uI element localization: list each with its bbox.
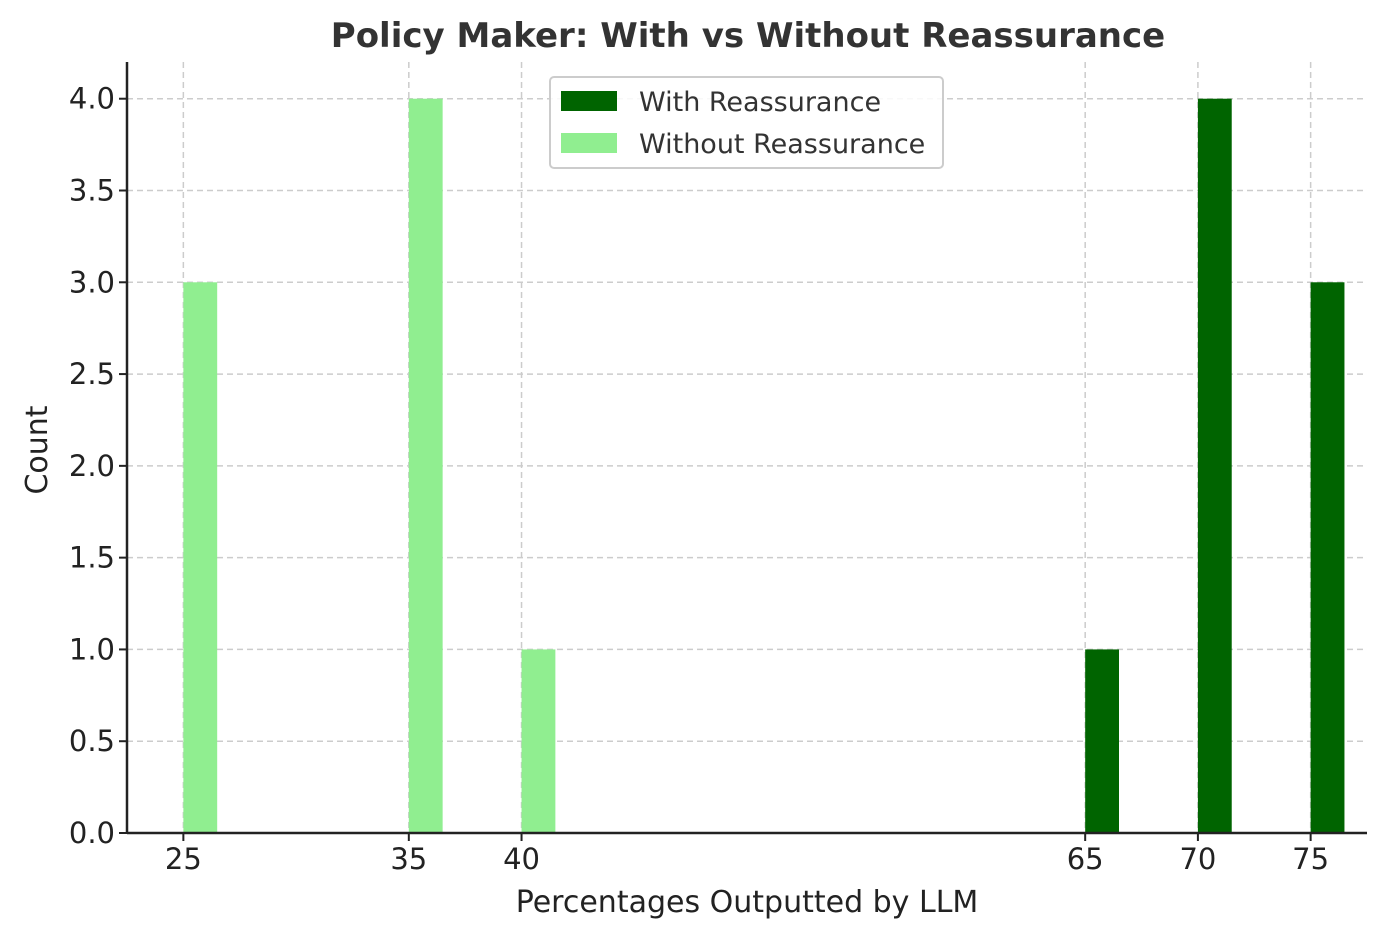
y-tick-label: 4.0 <box>69 82 115 116</box>
y-axis-label: Count <box>20 405 55 494</box>
x-tick-label: 65 <box>1067 842 1104 876</box>
x-tick-label: 75 <box>1292 842 1329 876</box>
y-tick-label: 2.0 <box>69 449 115 483</box>
x-tick-label: 35 <box>390 842 427 876</box>
x-tick-label: 25 <box>165 842 202 876</box>
x-tick-label: 70 <box>1179 842 1216 876</box>
bar-series-1-x-35 <box>408 98 443 833</box>
grid-lines <box>127 62 1367 834</box>
bars <box>183 98 1345 833</box>
tick-labels: 0.0 0.5 1.0 1.5 2.0 2.5 3.0 3.5 4.0 25 35 40 65 70 75 <box>69 82 1329 876</box>
legend-swatch <box>561 133 617 153</box>
x-axis-label: Percentages Outputted by LLM <box>516 885 979 920</box>
legend-label: Without Reassurance <box>639 129 925 160</box>
axes <box>119 62 1367 841</box>
legend-label: With Reassurance <box>639 87 881 118</box>
y-tick-label: 3.5 <box>69 174 115 208</box>
y-tick-label: 2.5 <box>69 357 115 391</box>
bar-series-0-x-75 <box>1310 282 1345 833</box>
chart-title: Policy Maker: With vs Without Reassuranc… <box>331 16 1165 56</box>
y-tick-label: 0.0 <box>69 816 115 850</box>
x-tick-label: 40 <box>503 842 540 876</box>
y-tick-label: 1.5 <box>69 541 115 575</box>
y-tick-label: 0.5 <box>69 724 115 758</box>
y-tick-label: 3.0 <box>69 265 115 299</box>
bar-series-1-x-40 <box>521 649 556 833</box>
y-tick-label: 1.0 <box>69 632 115 666</box>
legend: With Reassurance Without Reassurance <box>549 76 944 169</box>
bar-series-0-x-65 <box>1085 649 1119 833</box>
legend-box <box>549 76 944 169</box>
bar-series-0-x-70 <box>1197 98 1232 833</box>
legend-swatch <box>561 91 617 111</box>
bar-series-1-x-25 <box>183 282 218 833</box>
